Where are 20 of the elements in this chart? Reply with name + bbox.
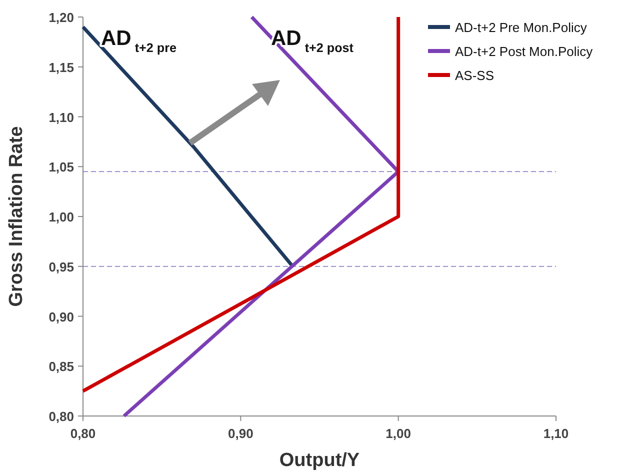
legend-label: AS-SS [455,68,494,83]
x-tick-label: 0,80 [70,426,96,441]
y-tick-label: 0,80 [48,409,74,424]
x-tick-label: 1,10 [543,426,569,441]
y-tick-label: 1,05 [48,160,74,175]
x-tick-label: 1,00 [386,426,411,441]
x-tick-label: 0,90 [228,426,254,441]
y-tick-label: 0,90 [48,309,74,324]
legend-label: AD-t+2 Post Mon.Policy [455,44,594,59]
y-axis-title: Gross Inflation Rate [6,126,27,307]
annotation: AD$_{t+2 pre}$ [101,27,176,55]
y-tick-label: 1,15 [48,60,74,75]
annotation: AD$_{t+2 post}$ [271,27,354,55]
y-tick-label: 0,95 [48,259,74,274]
y-tick-label: 1,00 [48,210,74,224]
x-axis-title: Output/Y [279,450,360,471]
y-tick-label: 1,10 [48,110,74,125]
legend-label: AD-t+2 Pre Mon.Policy [455,20,588,35]
y-tick-label: 0,85 [48,359,74,374]
y-tick-label: 1,20 [48,10,74,25]
